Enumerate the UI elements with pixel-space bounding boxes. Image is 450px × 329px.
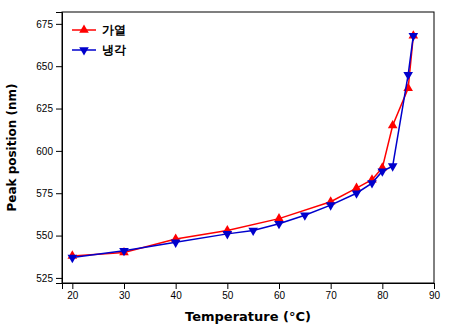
plot-frame	[62, 12, 434, 283]
x-axis: 20 30 40 50 60 70 80 90	[63, 283, 441, 301]
point-marker	[403, 83, 413, 91]
x-tick: 20	[67, 283, 79, 301]
y-tick: 550	[36, 230, 62, 241]
x-tick-mark	[382, 283, 383, 289]
y-tick: 600	[36, 146, 62, 157]
x-tick-mark	[124, 283, 125, 289]
y-tick-label: 650	[36, 61, 53, 72]
legend-item: 가열	[72, 23, 126, 37]
point-marker	[388, 120, 398, 128]
x-tick: 50	[222, 283, 234, 301]
point-marker	[326, 202, 336, 210]
y-tick-mark	[56, 109, 62, 110]
legend: 가열냉각	[72, 23, 126, 57]
series-line	[72, 36, 413, 256]
y-tick: 675	[36, 19, 62, 30]
point-marker	[274, 221, 284, 229]
x-tick-mark	[331, 283, 332, 289]
legend-label: 냉각	[102, 43, 126, 57]
x-axis-line	[63, 284, 435, 290]
plot: 20 30 40 50 60 70 80 90 525 550 575 600 625 650 675 가열냉…	[36, 12, 440, 301]
x-tick: 40	[171, 283, 183, 301]
x-tick-mark	[279, 283, 280, 289]
x-tick-label: 20	[67, 290, 79, 301]
x-tick-label: 70	[326, 290, 338, 301]
y-tick-mark	[56, 66, 62, 67]
y-tick-mark	[56, 236, 62, 237]
y-tick: 525	[36, 273, 62, 284]
y-axis-line	[56, 13, 63, 284]
point-marker	[388, 163, 398, 171]
x-tick-label: 80	[377, 290, 389, 301]
chart: 20 30 40 50 60 70 80 90 525 550 575 600 625 650 675 가열냉…	[0, 0, 450, 329]
x-tick-mark	[227, 283, 228, 289]
y-tick-label: 600	[36, 146, 53, 157]
point-marker	[119, 248, 129, 256]
x-axis-title: Temperature (°C)	[185, 309, 311, 324]
point-marker	[378, 168, 388, 176]
x-tick-label: 90	[429, 290, 441, 301]
y-tick-mark	[56, 151, 62, 152]
y-tick: 625	[36, 103, 62, 114]
y-tick-mark	[56, 278, 62, 279]
y-tick-label: 575	[36, 188, 53, 199]
x-tick-label: 60	[274, 290, 286, 301]
x-tick: 90	[429, 283, 441, 301]
y-axis: 525 550 575 600 625 650 675	[36, 13, 62, 284]
legend-label: 가열	[102, 23, 126, 37]
y-tick-label: 625	[36, 103, 53, 114]
point-marker	[352, 183, 362, 191]
y-tick: 650	[36, 61, 62, 72]
point-marker	[248, 228, 258, 236]
point-marker	[171, 240, 181, 248]
legend-marker	[79, 24, 89, 32]
point-marker	[352, 190, 362, 198]
point-marker	[68, 255, 78, 263]
point-marker	[300, 212, 310, 220]
y-tick-mark	[56, 193, 62, 194]
point-marker	[409, 33, 419, 41]
point-marker	[274, 213, 284, 221]
point-marker	[367, 180, 377, 188]
x-tick: 60	[274, 283, 286, 301]
y-tick: 575	[36, 188, 62, 199]
x-tick-mark	[434, 283, 435, 289]
y-tick-label: 675	[36, 19, 53, 30]
marks	[68, 30, 419, 263]
point-marker	[403, 72, 413, 80]
x-tick: 80	[377, 283, 389, 301]
y-tick-mark	[56, 24, 62, 25]
x-tick-mark	[72, 283, 73, 289]
point-marker	[223, 231, 233, 239]
x-tick-label: 40	[171, 290, 183, 301]
legend-marker	[79, 47, 89, 55]
series-line	[72, 36, 413, 258]
y-axis-title: Peak position (nm)	[5, 83, 19, 211]
x-tick-label: 30	[119, 290, 131, 301]
y-tick-label: 550	[36, 230, 53, 241]
x-tick: 30	[119, 283, 131, 301]
x-tick-label: 50	[222, 290, 234, 301]
x-tick-mark	[176, 283, 177, 289]
x-tick: 70	[326, 283, 338, 301]
y-tick-label: 525	[36, 273, 53, 284]
legend-item: 냉각	[72, 43, 126, 57]
